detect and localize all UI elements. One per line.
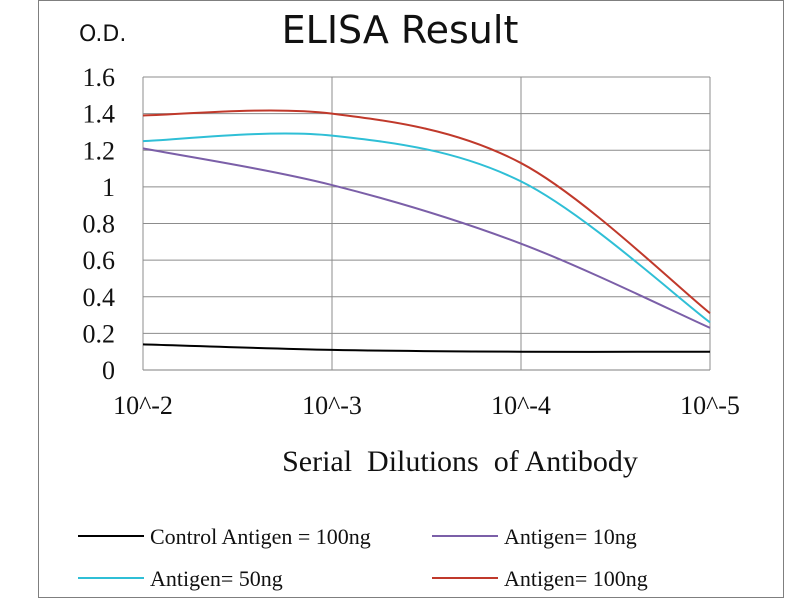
y-tick-label: 0 [102, 356, 115, 385]
grid-lines [142, 76, 711, 371]
legend-label: Control Antigen = 100ng [150, 524, 371, 549]
y-tick-label: 0.8 [83, 210, 116, 239]
legend-label: Antigen= 100ng [504, 566, 648, 591]
x-tick-label: 10^-2 [113, 391, 173, 420]
y-tick-labels: 0 0.2 0.4 0.6 0.8 1 1.2 1.4 1.6 [83, 63, 116, 385]
y-tick-label: 1.6 [83, 63, 116, 92]
series-line-2 [142, 147, 711, 329]
x-tick-label: 10^-3 [302, 391, 362, 420]
series-line-3 [142, 132, 711, 324]
legend-label: Antigen= 50ng [150, 566, 283, 591]
legend: Control Antigen = 100ng Antigen= 10ng Anti… [78, 524, 648, 591]
series-line-1 [142, 343, 711, 353]
y-tick-label: 0.4 [83, 283, 116, 312]
y-tick-label: 0.2 [83, 319, 116, 348]
x-tick-labels: 10^-2 10^-3 10^-4 10^-5 [113, 391, 740, 420]
chart-frame [38, 0, 784, 598]
legend-label: Antigen= 10ng [504, 524, 637, 549]
series-lines [142, 109, 711, 353]
series-line-4 [142, 109, 711, 315]
y-tick-label: 1 [102, 173, 115, 202]
y-tick-label: 1.2 [83, 136, 116, 165]
chart-title: ELISA Result [281, 8, 519, 52]
x-tick-label: 10^-5 [680, 391, 740, 420]
y-tick-label: 0.6 [83, 246, 116, 275]
x-tick-label: 10^-4 [491, 391, 551, 420]
x-axis-label: Serial Dilutions of Antibody [282, 445, 638, 478]
y-axis-label: O.D. [79, 22, 127, 47]
y-tick-label: 1.4 [83, 100, 116, 129]
